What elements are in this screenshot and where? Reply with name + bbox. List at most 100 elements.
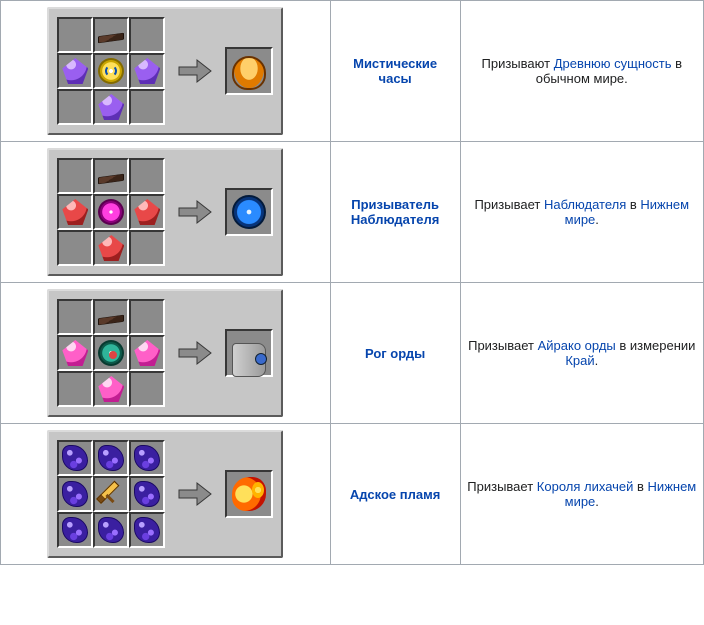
item-orb_magenta (98, 199, 124, 225)
desc-link[interactable]: Наблюдателя (544, 197, 626, 212)
crafting-slot (129, 512, 165, 548)
crafting-slot (57, 299, 93, 335)
desc-text: Призывает (468, 338, 538, 353)
item-out_flame (232, 477, 266, 511)
item-swirl (62, 481, 88, 507)
item-ingot (98, 315, 124, 326)
item-orb_teal (98, 340, 124, 366)
crafting-arrow-icon (177, 199, 213, 225)
item-out_horn (232, 343, 266, 377)
crafting-slot (57, 194, 93, 230)
crafting-slot (57, 53, 93, 89)
crafting-panel (47, 289, 283, 417)
desc-text: . (595, 212, 599, 227)
crafting-slot (129, 194, 165, 230)
crafting-arrow-icon (177, 481, 213, 507)
crafting-slot (129, 17, 165, 53)
crafting-grid (57, 17, 165, 125)
desc-text: в измерении (616, 338, 696, 353)
item-ingot (98, 33, 124, 44)
item-out_bowl (232, 56, 266, 90)
crafting-slot (225, 329, 273, 377)
crafting-slot (57, 17, 93, 53)
item-out_eye (232, 195, 266, 229)
crafting-slot (57, 230, 93, 266)
item-gem_purple (134, 58, 160, 84)
crafting-slot (225, 47, 273, 95)
item-name-cell: Призыватель Наблюдателя (330, 142, 460, 283)
item-name-link[interactable]: Призыватель Наблюдателя (351, 197, 439, 227)
desc-text: в (633, 479, 647, 494)
crafting-slot (129, 371, 165, 407)
item-swirl (98, 517, 124, 543)
item-desc-cell: Призывает Короля лихачей в Нижнем мире. (460, 424, 703, 565)
crafting-slot (93, 440, 129, 476)
crafting-slot (93, 299, 129, 335)
table-row: Адское пламя Призывает Короля лихачей в Н… (1, 424, 704, 565)
item-gem_purple (62, 58, 88, 84)
item-name-cell: Мистические часы (330, 1, 460, 142)
item-orb_yellow (98, 58, 124, 84)
desc-text: Призывает (467, 479, 537, 494)
item-gem_red (62, 199, 88, 225)
crafting-slot (93, 371, 129, 407)
crafting-slot (129, 335, 165, 371)
crafting-grid (57, 299, 165, 407)
desc-text: Призывает (474, 197, 544, 212)
table-row: Мистические часы Призывают Древнюю сущнос… (1, 1, 704, 142)
item-name-link[interactable]: Рог орды (365, 346, 425, 361)
item-desc-cell: Призывает Наблюдателя в Нижнем мире. (460, 142, 703, 283)
crafting-panel (47, 430, 283, 558)
recipe-cell (1, 283, 331, 424)
crafting-slot (57, 440, 93, 476)
crafting-slot (93, 476, 129, 512)
desc-link[interactable]: Короля лихачей (537, 479, 634, 494)
desc-link[interactable]: Айрако орды (538, 338, 616, 353)
item-name-link[interactable]: Адское пламя (350, 487, 440, 502)
item-ingot (98, 174, 124, 185)
item-swirl (134, 517, 160, 543)
crafting-slot (129, 158, 165, 194)
recipe-cell (1, 142, 331, 283)
desc-link[interactable]: Край (565, 353, 594, 368)
crafting-slot (57, 89, 93, 125)
item-desc-cell: Призывает Айрако орды в измерении Край. (460, 283, 703, 424)
desc-link[interactable]: Древнюю сущность (554, 56, 672, 71)
crafting-panel (47, 148, 283, 276)
desc-text: . (595, 353, 599, 368)
recipe-cell (1, 1, 331, 142)
crafting-grid (57, 440, 165, 548)
item-swirl (134, 445, 160, 471)
item-name-cell: Адское пламя (330, 424, 460, 565)
desc-text: Призывают (482, 56, 554, 71)
item-gem_pink (134, 340, 160, 366)
crafting-arrow-icon (177, 340, 213, 366)
crafting-slot (57, 371, 93, 407)
desc-text: . (595, 494, 599, 509)
crafting-slot (129, 89, 165, 125)
crafting-slot (93, 89, 129, 125)
crafting-panel (47, 7, 283, 135)
crafting-slot (129, 476, 165, 512)
crafting-slot (93, 230, 129, 266)
item-name-link[interactable]: Мистические часы (353, 56, 437, 86)
item-sword (98, 481, 124, 507)
item-desc-cell: Призывают Древнюю сущность в обычном мир… (460, 1, 703, 142)
item-gem_red (98, 235, 124, 261)
crafting-slot (57, 335, 93, 371)
item-swirl (98, 445, 124, 471)
item-name-cell: Рог орды (330, 283, 460, 424)
crafting-slot (129, 230, 165, 266)
item-swirl (62, 445, 88, 471)
crafting-slot (93, 17, 129, 53)
recipe-cell (1, 424, 331, 565)
crafting-grid (57, 158, 165, 266)
crafting-slot (225, 188, 273, 236)
item-gem_red (134, 199, 160, 225)
crafting-slot (93, 158, 129, 194)
crafting-slot (57, 512, 93, 548)
item-swirl (134, 481, 160, 507)
crafting-arrow-icon (177, 58, 213, 84)
item-gem_pink (98, 376, 124, 402)
table-row: Призыватель Наблюдателя Призывает Наблюда… (1, 142, 704, 283)
